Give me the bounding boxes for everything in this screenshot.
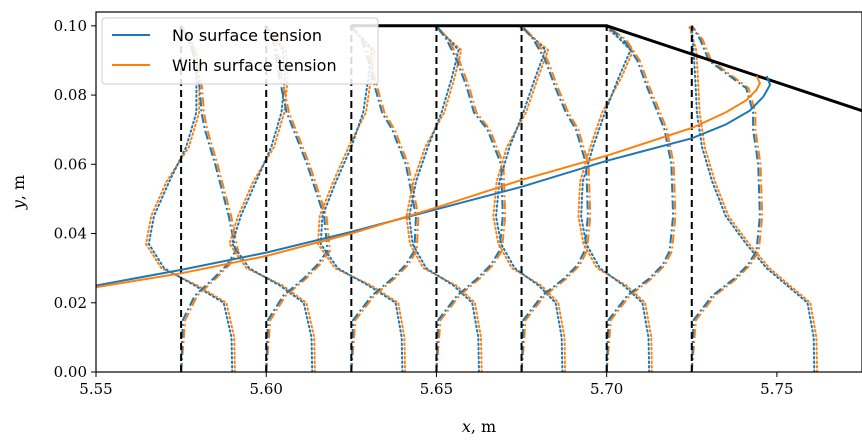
x-tick-label: 5.65 [420,380,453,398]
x-axis-label-symbol: x [462,417,471,436]
y-tick-label: 0.08 [54,86,87,104]
profile-dotted-no-4 [494,24,564,372]
y-axis: 0.00 0.02 0.04 0.06 0.08 0.10 [54,17,96,381]
axes-frame [95,11,862,373]
profile-dashdot-with-5 [605,24,677,372]
profile-dashdot-with-6 [690,25,764,372]
x-axis: 5.55 5.60 5.65 5.70 5.75 [79,372,794,398]
profile-dashdot-no-6 [690,25,761,372]
legend-label-no-surface-tension: No surface tension [172,26,322,45]
x-tick-label: 5.60 [250,380,283,398]
x-axis-label: x, m [462,417,496,436]
y-tick-label: 0.02 [54,294,87,312]
y-axis-label-symbol: y [9,199,28,210]
profile-dotted-no-5 [580,24,651,372]
x-axis-label-unit: , m [471,417,496,436]
profile-dashdot-with-2 [350,25,420,372]
legend-box [101,17,379,85]
y-tick-label: 0.04 [54,225,87,243]
y-tick-label: 0.10 [54,17,87,35]
y-tick-label: 0.00 [54,363,87,381]
y-axis-label-unit: , m [9,175,28,200]
profile-dashdot-with-4 [520,25,592,372]
x-tick-label: 5.55 [79,380,112,398]
profile-dashdot-with-1 [265,25,331,372]
profile-dashdot-no-2 [350,25,418,372]
y-tick-label: 0.06 [54,155,87,173]
profile-dashdot-no-1 [265,25,329,372]
profile-dashdot-no-3 [435,25,504,372]
profile-dotted-with-6 [688,24,819,372]
profile-dashdot-with-3 [435,25,507,372]
profile-dotted-no-6 [690,24,816,372]
series-line-0 [96,75,772,287]
profile-dotted-with-4 [492,24,567,372]
x-tick-label: 5.70 [590,380,623,398]
series-line-1 [96,75,762,289]
profile-dashdot-no-4 [520,25,589,372]
legend: No surface tension With surface tension [101,17,379,85]
profile-dotted-with-3 [405,24,483,372]
profile-dashdot-no-5 [605,25,675,372]
x-tick-label: 5.75 [760,380,793,398]
y-axis-label: y, m [9,175,28,210]
legend-label-with-surface-tension: With surface tension [172,56,337,75]
profile-dotted-no-3 [408,24,480,372]
profile-dotted-with-5 [577,24,653,372]
wall-line [351,24,862,113]
